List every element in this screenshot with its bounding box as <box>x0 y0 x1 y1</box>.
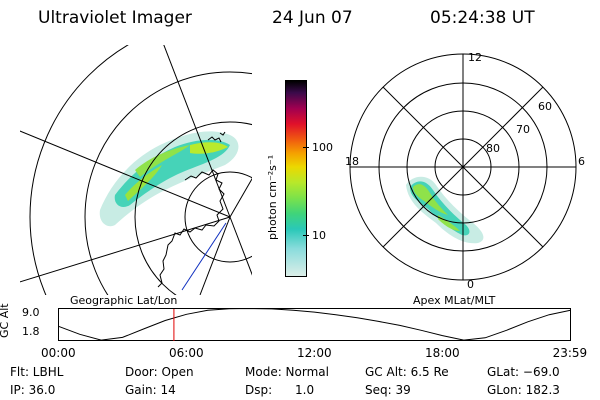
altitude-ylabel: GC Alt <box>0 303 11 338</box>
info-seq: Seq: 39 <box>365 383 411 397</box>
altitude-plot-frame <box>58 308 571 341</box>
info-ip: IP: 36.0 <box>10 383 56 397</box>
info-gc-alt: GC Alt: 6.5 Re <box>365 365 449 379</box>
polar-aurora-emission <box>406 176 484 244</box>
instrument-title: Ultraviolet Imager <box>38 8 192 28</box>
orbit-track <box>181 222 227 291</box>
geographic-map <box>20 45 252 295</box>
mlat-label-80: 80 <box>486 142 500 155</box>
info-filter: Flt: LBHL <box>10 365 64 379</box>
altitude-ytick-max: 9.0 <box>22 306 40 319</box>
altitude-ytick-min: 1.8 <box>22 325 40 338</box>
coastline <box>157 131 226 288</box>
header-time: 05:24:38 UT <box>430 8 535 28</box>
mlt-label-6: 6 <box>578 155 585 168</box>
colorbar <box>285 80 307 277</box>
mlat-label-60: 60 <box>538 100 552 113</box>
mlat-label-70: 70 <box>516 123 530 136</box>
altitude-curve <box>58 308 571 341</box>
altitude-xtick-3: 18:00 <box>425 346 460 360</box>
mlt-label-0: 0 <box>467 278 474 291</box>
altitude-xtick-0: 00:00 <box>41 346 76 360</box>
geo-aurora-emission <box>99 131 239 227</box>
altitude-xtick-2: 12:00 <box>297 346 332 360</box>
polar-grid <box>349 53 577 281</box>
geo-grid <box>20 45 252 295</box>
colorbar-tickmark-10 <box>303 235 309 236</box>
polar-caption: Apex MLat/MLT <box>413 294 496 307</box>
info-glat: GLat: −69.0 <box>487 365 560 379</box>
colorbar-tickmark-100 <box>303 147 309 148</box>
colorbar-tick-10: 10 <box>312 229 326 242</box>
info-glon: GLon: 182.3 <box>487 383 560 397</box>
polar-plot: 12 18 6 0 60 70 80 <box>345 51 585 291</box>
info-gain: Gain: 14 <box>125 383 176 397</box>
geographic-caption: Geographic Lat/Lon <box>70 294 178 307</box>
altitude-plot <box>58 308 571 341</box>
colorbar-tick-100: 100 <box>312 141 333 154</box>
altitude-xtick-1: 06:00 <box>169 346 204 360</box>
altitude-xtick-4: 23:59 <box>552 346 588 360</box>
header-date: 24 Jun 07 <box>272 8 353 28</box>
mlt-label-18: 18 <box>345 155 359 168</box>
info-door: Door: Open <box>125 365 194 379</box>
mlt-label-12: 12 <box>468 51 482 64</box>
info-mode: Mode: Normal <box>245 365 329 379</box>
colorbar-unit-label: photon cm⁻²s⁻¹ <box>266 154 279 240</box>
info-dsp: Dsp: 1.0 <box>245 383 315 397</box>
